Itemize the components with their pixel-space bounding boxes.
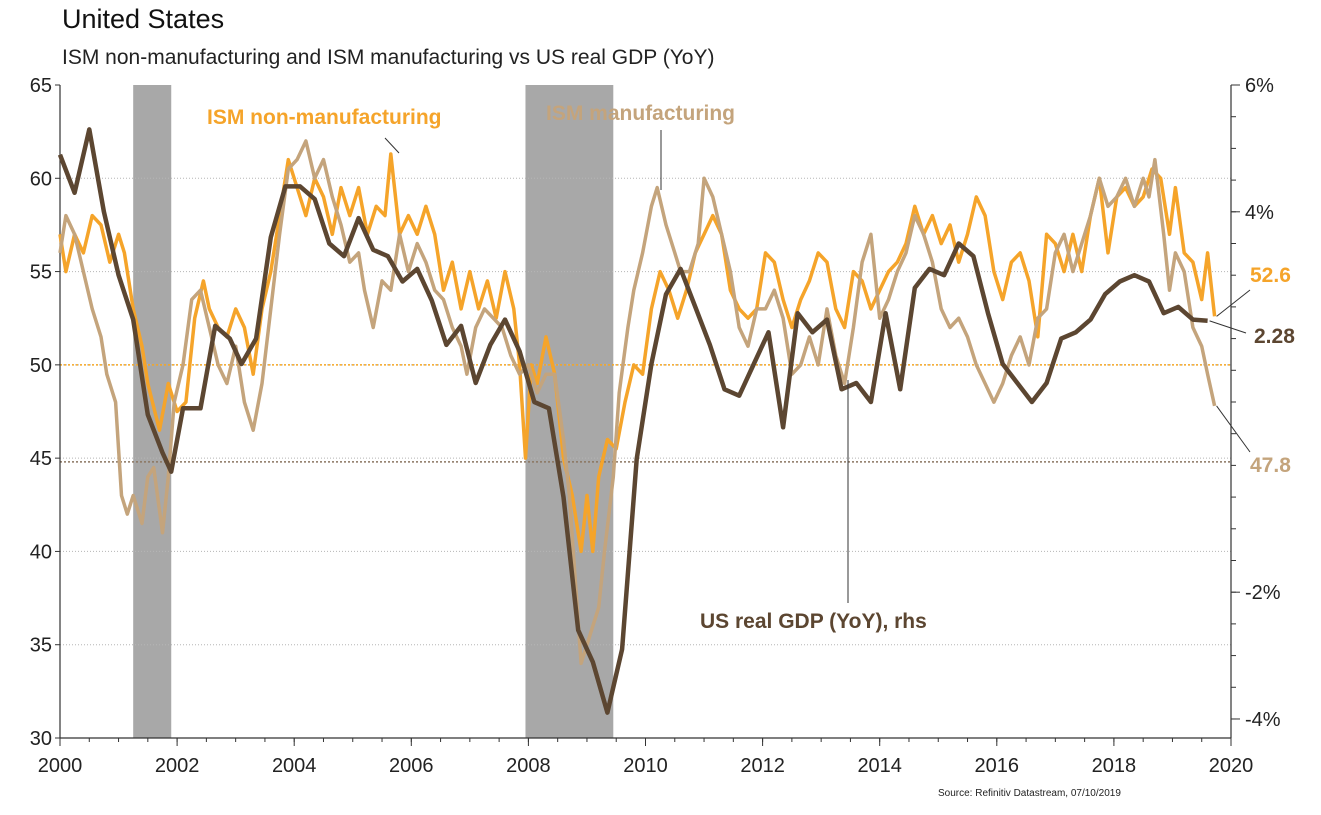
series-line-us-real-gdp — [57, 127, 1208, 715]
y-left-tick-label: 30 — [30, 728, 52, 750]
x-tick-label: 2016 — [975, 755, 1020, 777]
leader-line — [384, 137, 400, 154]
y-left-tick-label: 35 — [30, 635, 52, 657]
x-tick-label: 2008 — [506, 755, 551, 777]
chart-title: United States — [62, 4, 225, 34]
x-tick-label: 2020 — [1209, 755, 1254, 777]
x-tick-label: 2000 — [38, 755, 83, 777]
annotation-ism-manufacturing: ISM manufacturing — [546, 102, 735, 125]
y-left-tick-label: 40 — [30, 541, 52, 563]
y-right-tick-label: -2% — [1245, 582, 1281, 604]
annotation-ism-non-manufacturing: ISM non-manufacturing — [207, 106, 442, 129]
y-left-tick-label: 65 — [30, 75, 52, 97]
y-right-tick-label: 6% — [1245, 75, 1274, 97]
recession-band — [525, 85, 614, 738]
x-tick-label: 2002 — [155, 755, 200, 777]
end-label-leader — [1209, 320, 1247, 334]
end-label-leader — [1216, 405, 1251, 453]
x-tick-label: 2012 — [740, 755, 785, 777]
end-value-label: 52.6 — [1250, 264, 1291, 287]
y-left-tick-label: 50 — [30, 355, 52, 377]
source-note: Source: Refinitiv Datastream, 07/10/2019 — [938, 788, 1121, 799]
y-left-tick-label: 60 — [30, 168, 52, 190]
series-line-ism-non-manufacturing — [58, 152, 1217, 554]
end-value-label: 2.28 — [1254, 325, 1295, 348]
x-tick-label: 2006 — [389, 755, 434, 777]
series-line-ism-manufacturing — [58, 139, 1217, 666]
y-right-tick-label: 4% — [1245, 202, 1274, 224]
y-left-tick-label: 55 — [30, 262, 52, 284]
x-tick-label: 2018 — [1092, 755, 1137, 777]
annotation-us-real-gdp: US real GDP (YoY), rhs — [700, 610, 927, 633]
x-tick-label: 2014 — [857, 755, 902, 777]
end-label-leader — [1216, 289, 1251, 317]
end-value-label: 47.8 — [1250, 454, 1291, 477]
y-left-tick-label: 45 — [30, 448, 52, 470]
x-tick-label: 2004 — [272, 755, 317, 777]
y-right-tick-label: -4% — [1245, 709, 1281, 731]
x-tick-label: 2010 — [623, 755, 668, 777]
chart-subtitle: ISM non-manufacturing and ISM manufactur… — [62, 46, 715, 69]
recession-band — [133, 85, 172, 738]
